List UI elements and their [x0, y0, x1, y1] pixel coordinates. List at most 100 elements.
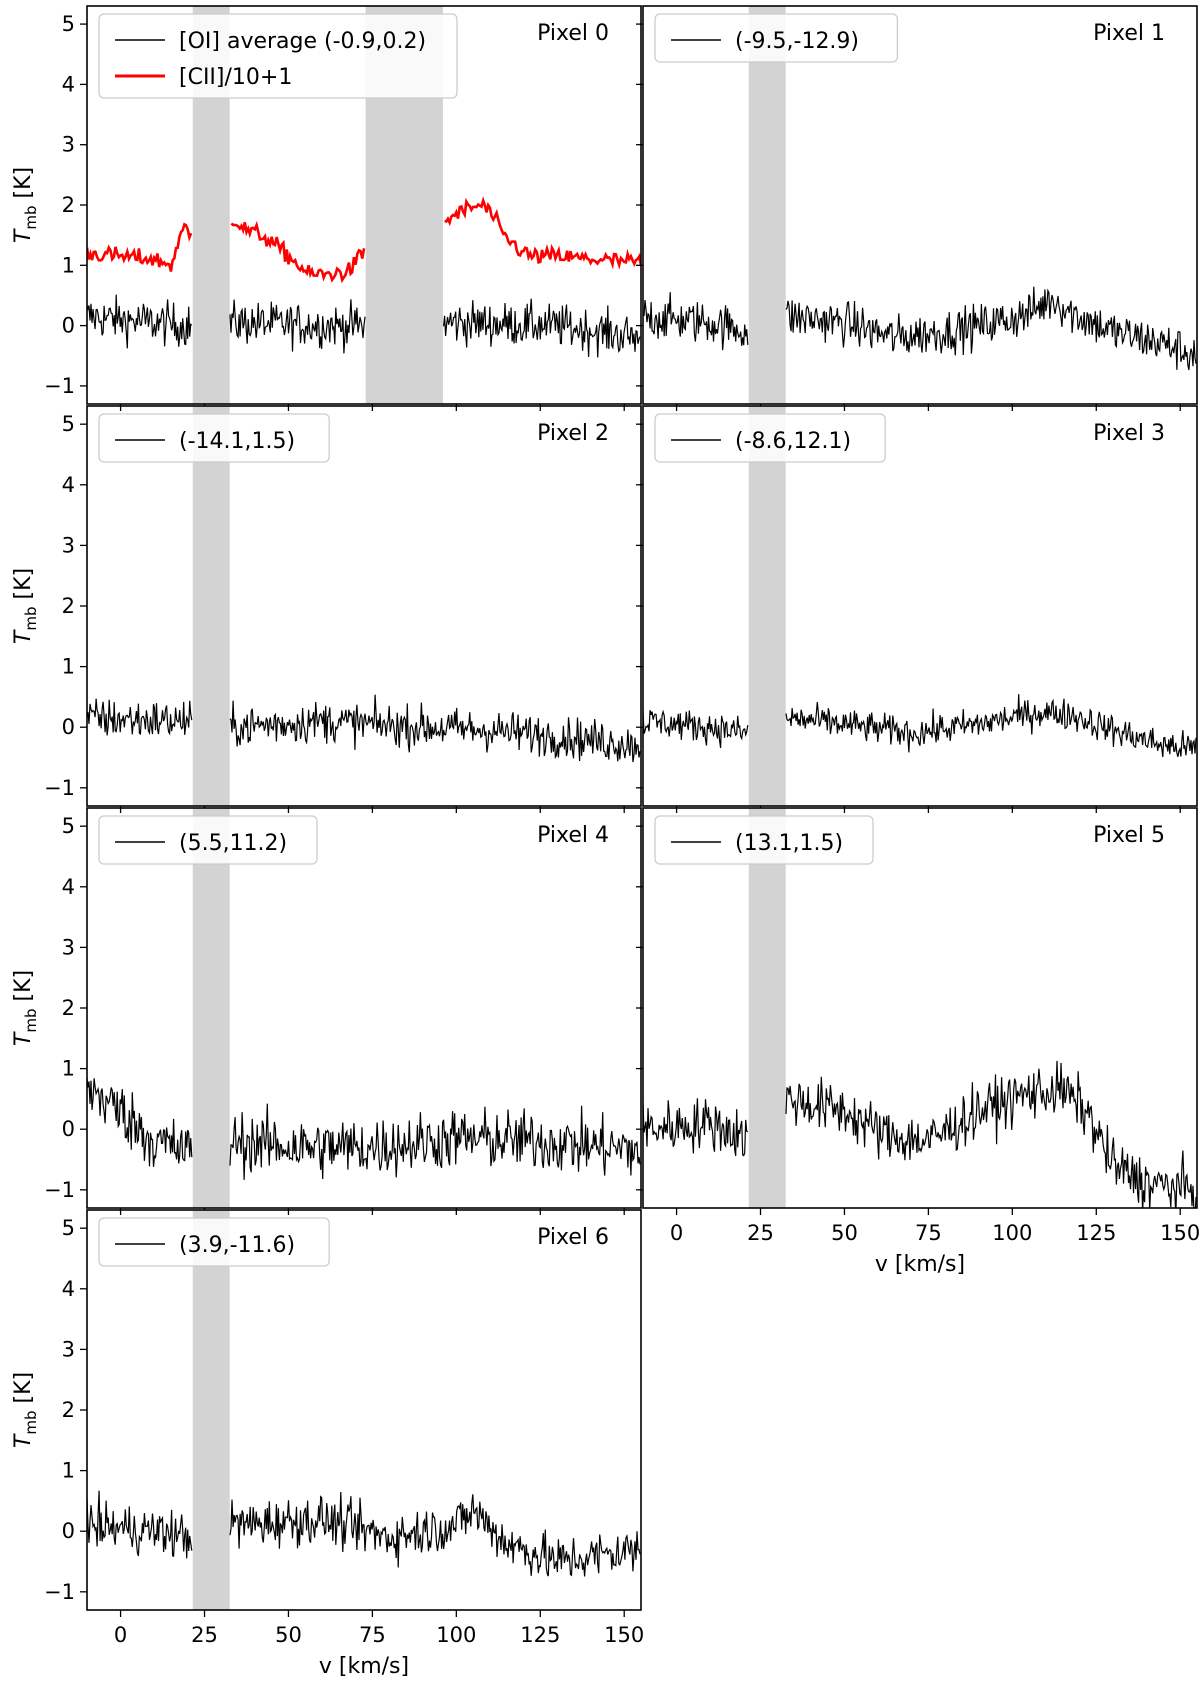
- oi-spectrum-line: [87, 694, 641, 763]
- legend-entry: (-9.5,-12.9): [735, 29, 859, 54]
- pixel-label: Pixel 1: [1093, 21, 1165, 46]
- pixel-label: Pixel 5: [1093, 823, 1165, 848]
- legend-box: [98, 13, 458, 99]
- panel-frame: [642, 5, 1198, 405]
- x-tick-label: 50: [275, 1623, 302, 1647]
- y-tick-label: −1: [44, 776, 75, 800]
- legend-entry: [CII]/10+1: [179, 65, 292, 90]
- y-tick-label: 4: [62, 875, 75, 899]
- masked-band: [192, 1210, 230, 1610]
- legend-box: [654, 815, 874, 865]
- y-tick-label: 5: [62, 1216, 75, 1240]
- masked-band: [748, 406, 786, 806]
- cii-spectrum-line: [87, 196, 641, 284]
- x-tick-label: 125: [520, 1623, 560, 1647]
- masked-band: [192, 406, 230, 806]
- y-tick-label: 1: [62, 1459, 75, 1483]
- legend: (-8.6,12.1): [654, 413, 886, 463]
- panel-2: −1 0 1 2 3 4 5 Tmb [K] Pixel 2 (-14.1,1.5): [11, 405, 642, 813]
- x-tick-label: 150: [604, 1623, 644, 1647]
- panel-4: −1 0 1 2 3 4 5 Tmb [K] Pixel 4 (5.5,11.2): [11, 807, 642, 1215]
- masked-band: [192, 808, 230, 1208]
- legend: (-14.1,1.5): [98, 413, 330, 463]
- panel-3: Pixel 3 (-8.6,12.1): [636, 405, 1198, 813]
- masked-band: [748, 808, 786, 1208]
- y-tick-label: 0: [62, 715, 75, 739]
- y-tick-label: −1: [44, 1178, 75, 1202]
- y-tick-label: 0: [62, 1519, 75, 1543]
- y-tick-label: 2: [62, 594, 75, 618]
- x-tick-label: 75: [359, 1623, 386, 1647]
- oi-spectrum-line: [643, 1060, 1197, 1208]
- x-tick-label: 25: [747, 1221, 774, 1245]
- legend: (3.9,-11.6): [98, 1217, 330, 1267]
- y-tick-label: 3: [62, 533, 75, 557]
- x-tick-label: 150: [1160, 1221, 1200, 1245]
- pixel-label: Pixel 0: [537, 21, 609, 46]
- x-tick-label: 100: [992, 1221, 1032, 1245]
- oi-spectrum-line: [87, 294, 641, 358]
- legend: (5.5,11.2): [98, 815, 318, 865]
- y-tick-label: 4: [62, 1277, 75, 1301]
- x-tick-label: 50: [831, 1221, 858, 1245]
- legend-entry: [OI] average (-0.9,0.2): [179, 29, 426, 54]
- y-tick-label: 2: [62, 193, 75, 217]
- legend-box: [98, 1217, 330, 1267]
- panel-0: −1 0 1 2 3 4 5 Tmb [K] Pixel 0 [OI] average (-0.9…: [11, 5, 642, 411]
- y-tick-label: 3: [62, 935, 75, 959]
- legend-box: [654, 413, 886, 463]
- x-axis-label: v [km/s]: [319, 1654, 409, 1679]
- legend-entry: (13.1,1.5): [735, 831, 843, 856]
- y-tick-label: 0: [62, 1117, 75, 1141]
- x-tick-label: 125: [1076, 1221, 1116, 1245]
- legend-box: [654, 13, 899, 63]
- y-tick-label: 4: [62, 72, 75, 96]
- legend: [OI] average (-0.9,0.2) [CII]/10+1: [98, 13, 458, 99]
- panel-5: 0 25 50 75 100 125 150 v [km/s] Pixel 5 (13.1,1.5…: [636, 807, 1200, 1277]
- masked-band: [748, 6, 786, 404]
- y-tick-label: −1: [44, 374, 75, 398]
- oi-spectrum-line: [643, 286, 1197, 371]
- legend-box: [98, 413, 330, 463]
- y-tick-label: 1: [62, 1057, 75, 1081]
- legend: (13.1,1.5): [654, 815, 874, 865]
- x-axis-label: v [km/s]: [875, 1252, 965, 1277]
- pixel-label: Pixel 6: [537, 1225, 609, 1250]
- y-axis-label: Tmb [K]: [11, 1372, 40, 1448]
- legend: (-9.5,-12.9): [654, 13, 899, 63]
- y-tick-label: −1: [44, 1580, 75, 1604]
- y-tick-label: 3: [62, 133, 75, 157]
- y-tick-label: 3: [62, 1337, 75, 1361]
- pixel-label: Pixel 3: [1093, 421, 1165, 446]
- y-tick-label: 0: [62, 314, 75, 338]
- pixel-label: Pixel 2: [537, 421, 609, 446]
- legend-entry: (-14.1,1.5): [179, 429, 295, 454]
- y-axis-label: Tmb [K]: [11, 568, 40, 644]
- y-tick-label: 2: [62, 1398, 75, 1422]
- oi-spectrum-line: [87, 1078, 641, 1180]
- legend-entry: (-8.6,12.1): [735, 429, 851, 454]
- x-tick-label: 0: [670, 1221, 683, 1245]
- y-tick-label: 2: [62, 996, 75, 1020]
- y-axis-label: Tmb [K]: [11, 970, 40, 1046]
- pixel-label: Pixel 4: [537, 823, 609, 848]
- legend-entry: (3.9,-11.6): [179, 1233, 295, 1258]
- panel-1: Pixel 1 (-9.5,-12.9): [636, 5, 1198, 411]
- y-tick-label: 5: [62, 814, 75, 838]
- y-tick-label: 1: [62, 253, 75, 277]
- y-tick-label: 4: [62, 473, 75, 497]
- legend-entry: (5.5,11.2): [179, 831, 287, 856]
- oi-spectrum-line: [643, 694, 1197, 758]
- legend-box: [98, 815, 318, 865]
- oi-spectrum-line: [87, 1490, 641, 1577]
- y-tick-label: 5: [62, 412, 75, 436]
- x-tick-label: 75: [915, 1221, 942, 1245]
- y-axis-label: Tmb [K]: [11, 167, 40, 243]
- x-tick-label: 100: [436, 1623, 476, 1647]
- x-tick-label: 25: [191, 1623, 218, 1647]
- y-tick-label: 1: [62, 655, 75, 679]
- y-tick-label: 5: [62, 12, 75, 36]
- x-tick-label: 0: [114, 1623, 127, 1647]
